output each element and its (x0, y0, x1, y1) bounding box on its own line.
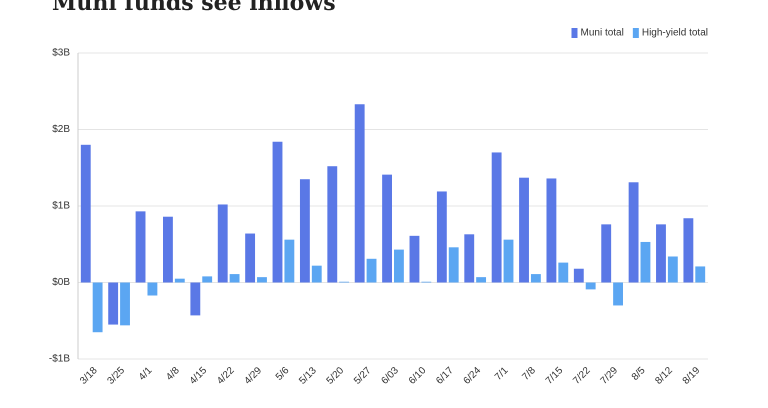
bar (601, 224, 612, 283)
bar (667, 256, 678, 283)
x-tick-label: 4/22 (215, 365, 237, 387)
x-tick-label: 6/17 (434, 365, 456, 387)
bar (476, 277, 487, 283)
bar (695, 266, 706, 283)
bar (519, 177, 529, 283)
x-tick-label: 6/24 (462, 365, 484, 387)
bar (640, 241, 651, 283)
x-tick-label: 8/19 (681, 365, 703, 387)
bar (503, 239, 514, 283)
bar (311, 265, 322, 283)
bar (108, 282, 119, 325)
bar (421, 281, 432, 283)
bar (299, 179, 310, 283)
bar (135, 211, 146, 283)
bar (147, 282, 158, 296)
x-tick-label: 7/22 (571, 365, 593, 387)
x-tick-label: 5/20 (325, 365, 347, 387)
bar (382, 174, 392, 283)
bar (628, 182, 639, 283)
y-tick-label: -$1B (49, 354, 70, 365)
x-tick-label: 4/15 (188, 365, 210, 387)
bar (257, 277, 267, 283)
legend-label: Muni total (580, 28, 623, 39)
bar (163, 216, 173, 283)
chart-title: Muni funds see inflows (52, 0, 336, 16)
bar (585, 282, 596, 290)
x-tick-label: 8/5 (630, 365, 648, 383)
bar (202, 276, 213, 283)
x-tick-label: 3/25 (106, 365, 128, 387)
bar (229, 274, 240, 283)
y-tick-label: $0B (52, 277, 70, 288)
bar (530, 274, 541, 283)
bar (394, 249, 404, 283)
legend-swatch (632, 28, 639, 38)
bar (272, 141, 283, 283)
x-tick-label: 7/15 (544, 365, 566, 387)
bar (366, 258, 377, 283)
bar (245, 233, 256, 283)
x-tick-label: 4/8 (164, 365, 182, 383)
bar (613, 282, 623, 306)
legend-swatch (571, 28, 578, 38)
y-tick-label: $2B (52, 124, 70, 135)
bar (573, 268, 584, 283)
bar (339, 281, 350, 283)
x-tick-label: 4/29 (242, 365, 264, 387)
bar (80, 144, 91, 283)
x-tick-label: 4/1 (137, 365, 155, 383)
x-tick-label: 5/13 (297, 365, 319, 387)
x-tick-label: 6/10 (407, 365, 429, 387)
bar (284, 239, 295, 283)
x-tick-label: 6/03 (379, 365, 401, 387)
x-tick-label: 7/1 (493, 365, 511, 383)
bar (546, 178, 557, 283)
bar (448, 247, 459, 283)
bar (558, 262, 569, 283)
bar (464, 234, 475, 283)
bar (409, 235, 420, 283)
x-tick-label: 5/6 (274, 365, 292, 383)
legend-label: High-yield total (642, 28, 708, 39)
x-tick-label: 7/29 (599, 365, 621, 387)
bar (120, 282, 130, 326)
bar (190, 282, 201, 316)
bar (491, 152, 502, 283)
x-tick-label: 5/27 (352, 365, 374, 387)
bar (436, 191, 447, 283)
bar (354, 104, 365, 283)
bar (656, 224, 666, 283)
y-tick-label: $1B (52, 201, 70, 212)
bar (92, 282, 103, 333)
x-tick-label: 8/12 (653, 365, 675, 387)
bar (327, 166, 338, 283)
bar (683, 218, 694, 283)
bar (174, 278, 185, 283)
bar (217, 204, 228, 283)
x-tick-label: 7/8 (520, 365, 538, 383)
y-tick-label: $3B (52, 48, 70, 59)
x-tick-label: 3/18 (78, 365, 100, 387)
